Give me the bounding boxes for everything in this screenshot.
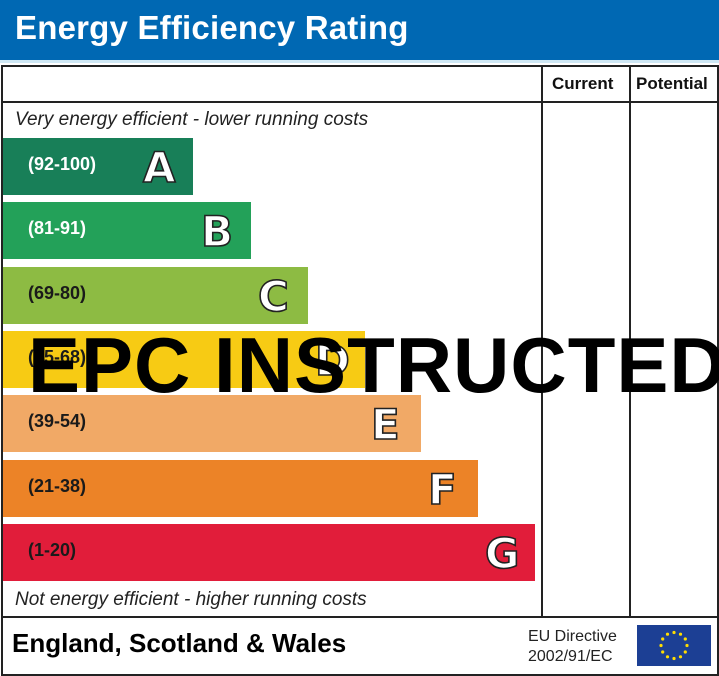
eu-directive-line1: EU Directive (528, 628, 617, 645)
rating-letter: E (370, 399, 400, 450)
eu-stars-icon (659, 630, 689, 661)
rating-range: (1-20) (28, 540, 77, 560)
rating-bar-b: (81-91) B (3, 202, 251, 259)
header-row-divider (1, 101, 719, 103)
eu-directive: EU Directive 2002/91/EC (528, 627, 617, 667)
rating-range: (92-100) (28, 154, 97, 174)
rating-range: (21-38) (28, 476, 87, 496)
rating-bar-c: (69-80) C (3, 267, 308, 324)
rating-letter: A (142, 142, 176, 193)
potential-column-divider (629, 65, 631, 617)
rating-bar-d: (55-68) D (3, 331, 365, 388)
footer-divider (1, 616, 719, 618)
rating-bar-f: (21-38) F (3, 460, 478, 517)
rating-bar-e: (39-54) E (3, 395, 421, 452)
rating-bar-g: (1-20) G (3, 524, 535, 581)
current-column-divider (541, 65, 543, 617)
rating-letter: D (314, 335, 350, 386)
rating-range: (69-80) (28, 283, 87, 303)
caption-very-efficient: Very energy efficient - lower running co… (15, 109, 369, 130)
footer-region: England, Scotland & Wales (12, 628, 347, 658)
title-stripe (0, 60, 719, 63)
chart-frame (1, 65, 719, 676)
rating-letter: C (257, 271, 289, 322)
rating-range: (81-91) (28, 218, 87, 238)
eu-flag-icon (637, 625, 711, 666)
rating-letter: G (484, 528, 520, 579)
column-header-potential: Potential (636, 74, 708, 93)
caption-not-efficient: Not energy efficient - higher running co… (15, 589, 367, 610)
eu-directive-line2: 2002/91/EC (528, 648, 613, 665)
rating-range: (39-54) (28, 411, 87, 431)
chart-title: Energy Efficiency Rating (15, 9, 409, 46)
epc-instructed-overlay: EPC INSTRUCTED (28, 321, 719, 409)
column-header-current: Current (552, 74, 614, 93)
rating-letter: B (200, 206, 234, 257)
rating-range: (55-68) (28, 347, 87, 367)
rating-letter: F (427, 464, 457, 515)
rating-bar-a: (92-100) A (3, 138, 193, 195)
title-bar: Energy Efficiency Rating (0, 0, 719, 60)
